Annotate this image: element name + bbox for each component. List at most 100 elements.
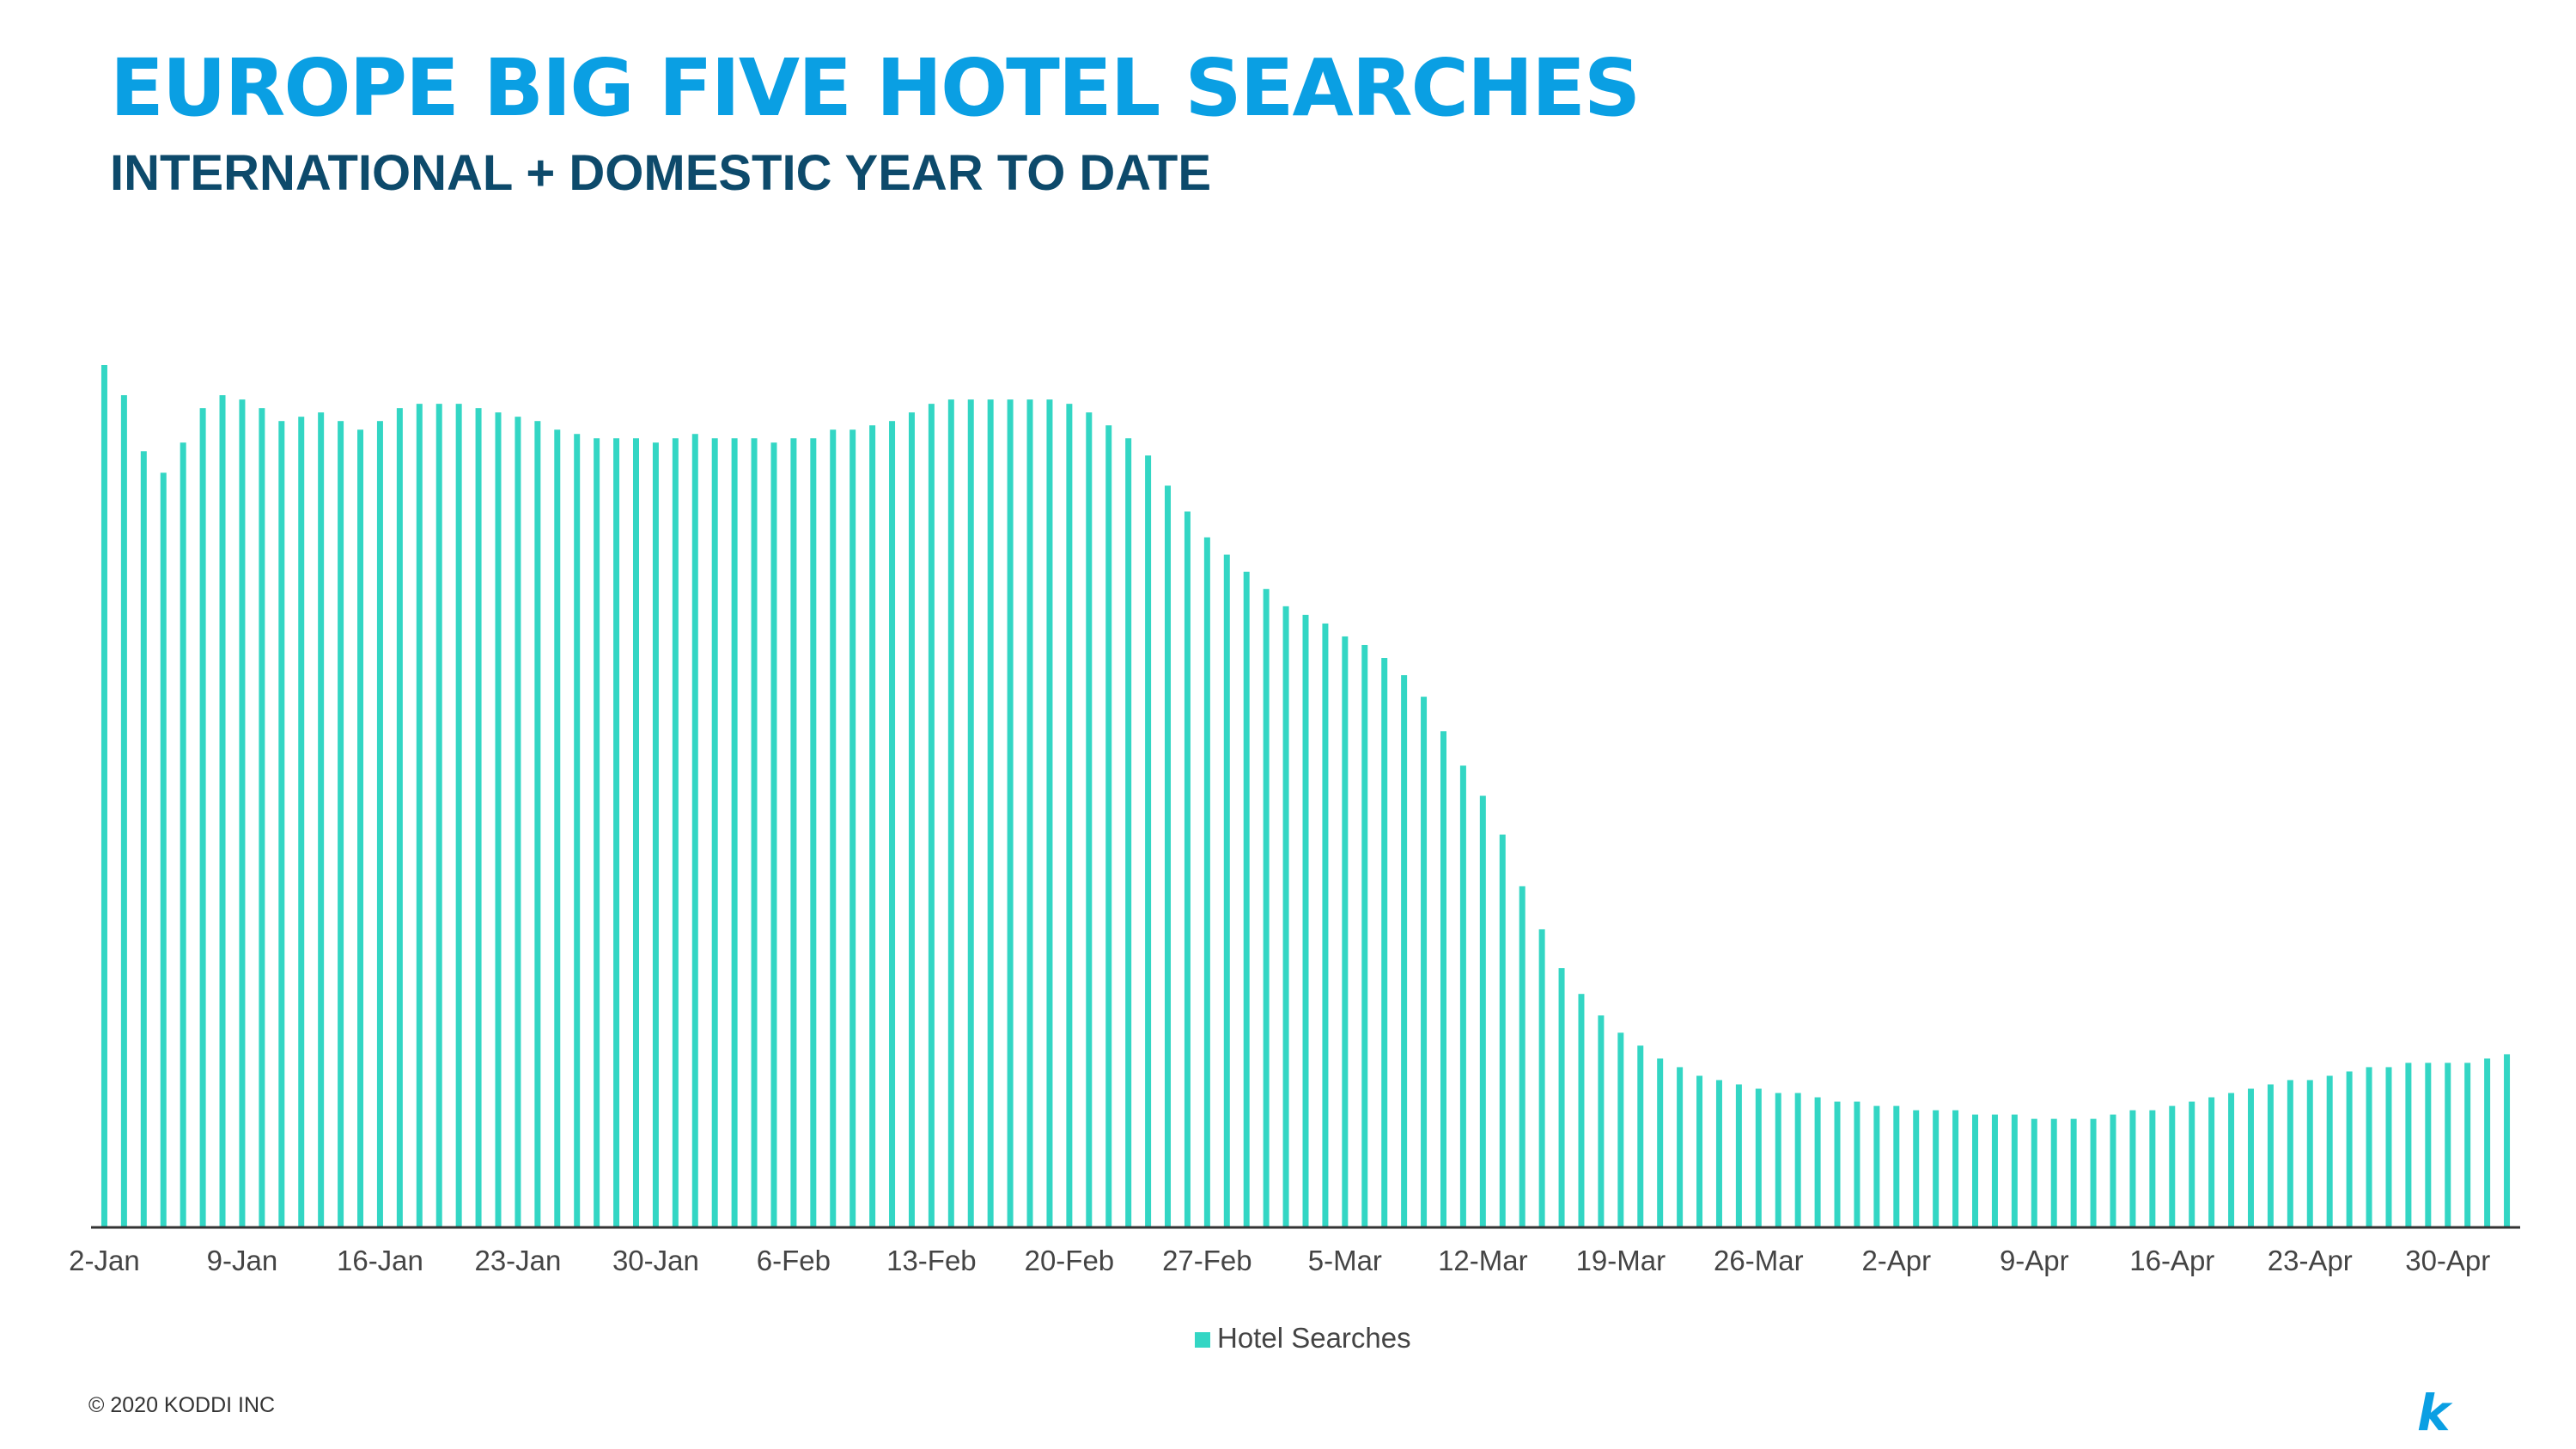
bar xyxy=(2189,1101,2195,1227)
bar xyxy=(2208,1097,2215,1227)
bar xyxy=(869,425,876,1227)
x-tick-label: 5-Mar xyxy=(1308,1245,1382,1276)
bar xyxy=(1755,1088,1762,1227)
bar xyxy=(1479,795,1486,1227)
bar xyxy=(455,404,462,1227)
bar xyxy=(1657,1058,1664,1227)
x-tick-label: 20-Feb xyxy=(1025,1245,1115,1276)
bar xyxy=(2287,1080,2293,1227)
bar xyxy=(751,438,758,1227)
bar xyxy=(1421,697,1428,1227)
x-axis-tick-labels: 2-Jan 9-Jan 16-Jan 23-Jan 30-Jan 6-Feb 13-Feb 2… xyxy=(69,1245,2490,1276)
bar xyxy=(2346,1071,2353,1227)
bar xyxy=(338,421,344,1227)
bar xyxy=(554,429,561,1227)
bar xyxy=(475,408,482,1227)
bar xyxy=(1263,588,1270,1227)
bar xyxy=(376,421,383,1227)
bar xyxy=(1538,928,1545,1227)
bar xyxy=(278,421,285,1227)
bar xyxy=(1814,1097,1821,1227)
x-tick-label: 30-Jan xyxy=(612,1245,699,1276)
bar xyxy=(1223,554,1230,1227)
bar xyxy=(594,438,600,1227)
bar xyxy=(2129,1110,2136,1227)
bar xyxy=(1381,658,1388,1227)
bar xyxy=(2366,1067,2372,1227)
bar xyxy=(1933,1110,1940,1227)
bar xyxy=(2504,1054,2511,1227)
x-tick-label: 12-Mar xyxy=(1438,1245,1528,1276)
bar xyxy=(1794,1093,1801,1227)
bar xyxy=(1972,1114,1979,1227)
bar xyxy=(2090,1118,2097,1227)
bar xyxy=(534,421,541,1227)
bar xyxy=(1696,1075,1703,1227)
bar xyxy=(1105,425,1112,1227)
bar xyxy=(2445,1062,2451,1227)
bar xyxy=(1558,968,1565,1227)
chart-bars xyxy=(100,365,2511,1227)
bar xyxy=(1184,511,1191,1227)
bar xyxy=(2050,1118,2057,1227)
bar xyxy=(2306,1080,2313,1227)
bar xyxy=(435,404,442,1227)
bar xyxy=(2385,1067,2392,1227)
x-tick-label: 16-Apr xyxy=(2129,1245,2214,1276)
bar xyxy=(947,399,954,1227)
bar xyxy=(711,438,718,1227)
bar xyxy=(100,365,107,1227)
x-tick-label: 19-Mar xyxy=(1576,1245,1666,1276)
bar xyxy=(1203,537,1210,1227)
bar xyxy=(1834,1101,1841,1227)
bar xyxy=(318,412,325,1227)
bar xyxy=(2484,1058,2491,1227)
bar xyxy=(160,472,167,1227)
bar xyxy=(416,404,423,1227)
bar xyxy=(1459,765,1466,1227)
bar xyxy=(1677,1067,1684,1227)
bar xyxy=(180,442,186,1227)
bar xyxy=(357,429,364,1227)
bar xyxy=(1775,1093,1781,1227)
bar xyxy=(239,399,246,1227)
bar xyxy=(1026,399,1033,1227)
bar xyxy=(1066,404,1073,1227)
bar xyxy=(731,438,738,1227)
bar xyxy=(987,399,994,1227)
bar xyxy=(1243,571,1250,1227)
bar xyxy=(2011,1114,2018,1227)
bar xyxy=(2247,1088,2254,1227)
bar xyxy=(928,404,935,1227)
bar xyxy=(1046,399,1053,1227)
bar xyxy=(1617,1032,1624,1227)
bar xyxy=(810,438,817,1227)
bar xyxy=(691,434,698,1227)
bar xyxy=(2464,1062,2471,1227)
bar xyxy=(790,438,797,1227)
bar xyxy=(1125,438,1132,1227)
bar xyxy=(672,438,679,1227)
bar xyxy=(199,408,206,1227)
bar xyxy=(908,412,915,1227)
bar xyxy=(967,399,974,1227)
bar xyxy=(850,429,856,1227)
x-tick-label: 13-Feb xyxy=(886,1245,977,1276)
bar xyxy=(1578,994,1585,1227)
bar xyxy=(2326,1075,2333,1227)
x-tick-label: 9-Jan xyxy=(207,1245,278,1276)
bar xyxy=(2267,1084,2274,1227)
bar xyxy=(1086,412,1093,1227)
x-tick-label: 9-Apr xyxy=(2000,1245,2069,1276)
bar xyxy=(1007,399,1014,1227)
legend-swatch xyxy=(1195,1332,1210,1348)
bar xyxy=(1598,1015,1605,1227)
bar xyxy=(2070,1118,2077,1227)
bar xyxy=(1952,1110,1959,1227)
bar xyxy=(219,395,226,1227)
page-subtitle: INTERNATIONAL + DOMESTIC YEAR TO DATE xyxy=(110,145,1212,201)
x-tick-label: 2-Apr xyxy=(1861,1245,1931,1276)
bar xyxy=(1499,834,1506,1227)
bar xyxy=(574,434,581,1227)
bar xyxy=(1913,1110,1920,1227)
